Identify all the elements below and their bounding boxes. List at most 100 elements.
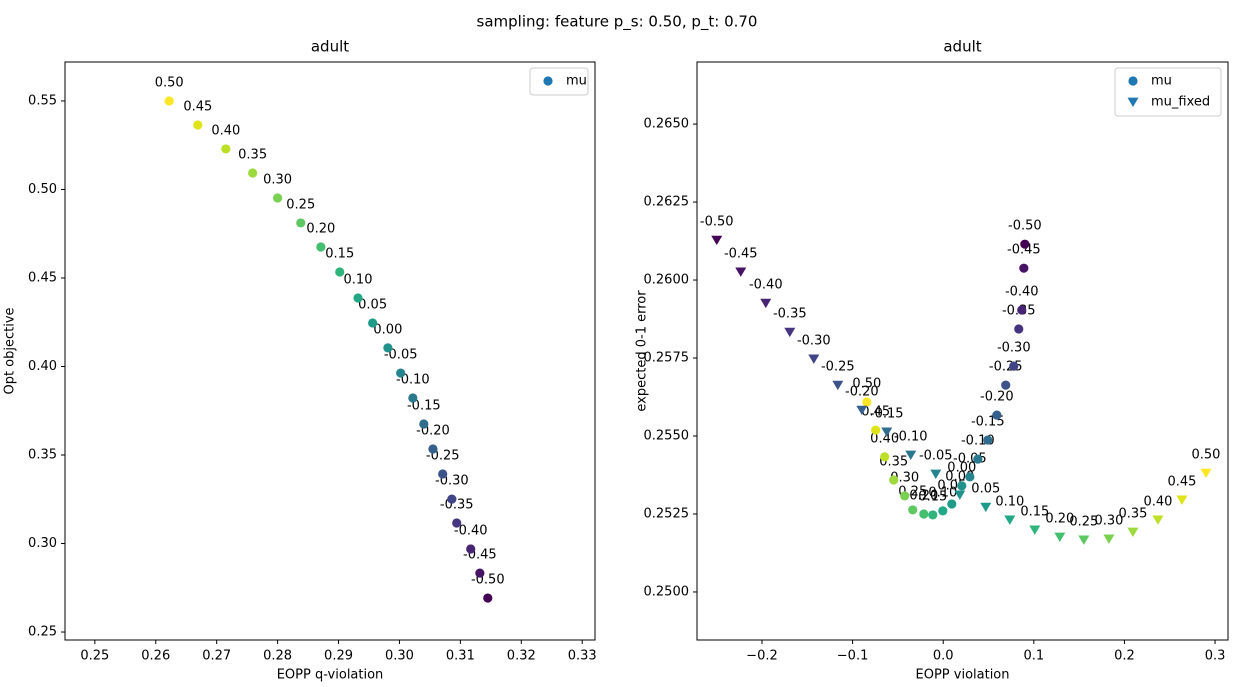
y-tick-label: 0.25 bbox=[28, 625, 57, 640]
point bbox=[880, 452, 890, 462]
x-tick-label: 0.32 bbox=[507, 649, 536, 664]
point-label: 0.15 bbox=[1020, 504, 1049, 519]
axes-frame bbox=[696, 61, 1229, 641]
point bbox=[760, 298, 772, 309]
point-label: -0.15 bbox=[870, 406, 904, 421]
axis-title: adult bbox=[311, 38, 349, 56]
point-label: -0.40 bbox=[454, 524, 488, 539]
point-label: 0.05 bbox=[358, 297, 387, 312]
point bbox=[1127, 527, 1139, 538]
point bbox=[419, 419, 429, 429]
y-tick-label: 0.2650 bbox=[644, 117, 690, 132]
point-label: -0.20 bbox=[845, 385, 879, 400]
point-label: -0.45 bbox=[724, 246, 758, 261]
point-label: 0.10 bbox=[995, 494, 1024, 509]
point-label: -0.20 bbox=[980, 390, 1014, 405]
legend-marker bbox=[1127, 97, 1139, 107]
y-tick-label: 0.2500 bbox=[644, 584, 690, 599]
point-label: 0.05 bbox=[971, 482, 1000, 497]
point bbox=[957, 481, 967, 491]
point bbox=[889, 475, 899, 485]
point bbox=[164, 96, 174, 106]
point-label: 0.40 bbox=[211, 123, 240, 138]
legend-marker bbox=[1128, 76, 1138, 86]
x-tick-label: 0.25 bbox=[80, 649, 109, 664]
point bbox=[711, 235, 723, 246]
point-label: -0.30 bbox=[997, 341, 1031, 356]
legend-label: mu_fixed bbox=[1151, 95, 1210, 110]
point bbox=[296, 218, 306, 228]
point-label: 0.25 bbox=[1069, 514, 1098, 529]
x-tick-label: 0.0 bbox=[933, 649, 954, 664]
plot-area: 0.50 0.45 0.40 0.350.300.250.200.150.100.05… bbox=[700, 215, 1221, 530]
point bbox=[1176, 495, 1188, 505]
y-axis-label: Opt objective bbox=[3, 307, 18, 394]
point-label: 0.25 bbox=[286, 197, 315, 212]
point-label: 0.50 bbox=[852, 377, 881, 392]
point bbox=[193, 120, 203, 130]
point bbox=[930, 469, 942, 480]
point bbox=[353, 293, 363, 303]
y-tick-label: 0.2625 bbox=[644, 195, 690, 210]
point-label: 0.40 bbox=[870, 431, 899, 446]
y-tick-label: 0.40 bbox=[28, 359, 57, 374]
point bbox=[905, 450, 917, 460]
point bbox=[396, 368, 406, 378]
legend-label: mu bbox=[1151, 74, 1172, 89]
point bbox=[221, 144, 231, 154]
point bbox=[335, 267, 345, 277]
y-axis-label: expected 0-1 error bbox=[635, 290, 650, 412]
y-tick-label: 0.35 bbox=[28, 448, 57, 463]
point bbox=[428, 444, 438, 454]
point-label: -0.25 bbox=[821, 360, 855, 375]
point-label: -0.50 bbox=[700, 215, 734, 230]
legend-box bbox=[1114, 67, 1222, 117]
point bbox=[965, 472, 975, 482]
x-tick-label: −0.2 bbox=[746, 649, 778, 664]
point-label: -0.45 bbox=[1007, 243, 1041, 258]
axes-frame bbox=[64, 61, 596, 641]
x-axis-label: EOPP q-violation bbox=[277, 668, 384, 683]
point bbox=[980, 502, 992, 513]
point bbox=[273, 193, 283, 203]
point bbox=[881, 427, 893, 437]
point bbox=[947, 499, 957, 509]
point-label: 0.50 bbox=[155, 75, 184, 90]
point bbox=[1054, 532, 1066, 543]
point-label: 0.45 bbox=[1167, 474, 1196, 489]
point bbox=[856, 405, 868, 416]
point-label: -0.35 bbox=[773, 307, 807, 322]
x-tick-label: 0.29 bbox=[324, 649, 353, 664]
point bbox=[954, 490, 966, 500]
point-label: -0.15 bbox=[407, 399, 441, 414]
legend-box bbox=[529, 67, 589, 96]
point bbox=[1200, 468, 1212, 479]
axis-title: adult bbox=[943, 38, 981, 56]
point-label: 0.00 bbox=[945, 469, 974, 484]
point bbox=[938, 506, 948, 516]
point-label: 0.30 bbox=[1094, 513, 1123, 528]
point-label: 0.20 bbox=[306, 221, 335, 236]
x-tick-label: 0.1 bbox=[1023, 649, 1044, 664]
point bbox=[928, 510, 938, 520]
point bbox=[862, 397, 872, 407]
x-tick-label: 0.26 bbox=[141, 649, 170, 664]
point bbox=[1009, 361, 1019, 371]
y-tick-label: 0.2575 bbox=[644, 351, 690, 366]
x-tick-label: 0.2 bbox=[1114, 649, 1135, 664]
point-label: 0.35 bbox=[1118, 507, 1147, 522]
point bbox=[408, 393, 418, 403]
legend-marker bbox=[543, 76, 553, 86]
point-label: 0.00 bbox=[373, 322, 402, 337]
point bbox=[908, 505, 918, 515]
point bbox=[808, 354, 820, 364]
point bbox=[383, 343, 393, 353]
point bbox=[1017, 305, 1027, 315]
legend-label: mu bbox=[566, 74, 587, 89]
point bbox=[475, 568, 485, 578]
point bbox=[900, 491, 910, 501]
x-tick-label: 0.30 bbox=[385, 649, 414, 664]
point-label: -0.10 bbox=[894, 430, 928, 445]
point-label: 0.20 bbox=[1045, 512, 1074, 527]
